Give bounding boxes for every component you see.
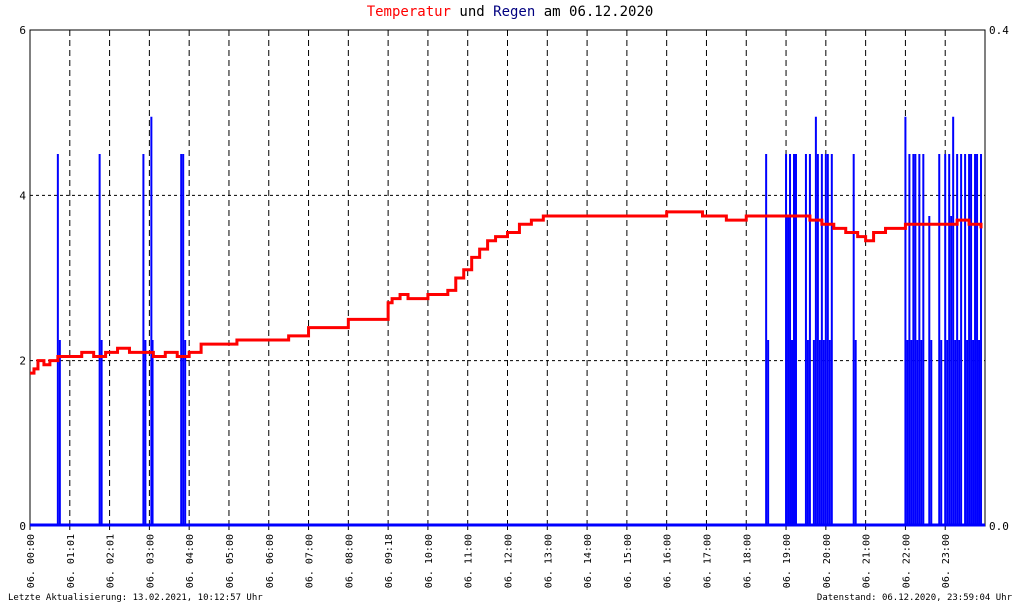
x-tick-label: 06. 00:00: [26, 534, 37, 588]
x-tick-label: 06. 17:00: [702, 534, 713, 588]
x-tick-label: 06. 18:00: [742, 534, 753, 588]
x-tick-label: 06. 02:01: [106, 534, 117, 588]
y-right-tick-label: 0.0: [989, 520, 1009, 533]
x-tick-label: 06. 04:00: [185, 534, 196, 588]
x-tick-label: 06. 23:00: [941, 534, 952, 588]
title-date: am 06.12.2020: [535, 4, 654, 20]
x-tick-label: 06. 13:00: [543, 534, 554, 588]
x-tick-label: 06. 12:00: [504, 534, 515, 588]
y-left-tick-label: 0: [19, 520, 26, 533]
x-tick-label: 06. 03:00: [145, 534, 156, 588]
x-tick-label: 06. 05:00: [225, 534, 236, 588]
x-tick-label: 06. 06:00: [265, 534, 276, 588]
footer-last-update: Letzte Aktualisierung: 13.02.2021, 10:12…: [8, 593, 263, 603]
y-left-tick-label: 4: [19, 189, 26, 202]
x-tick-label: 06. 11:00: [464, 534, 475, 588]
temperature-line: [30, 210, 983, 375]
x-tick-label: 06. 14:00: [583, 534, 594, 588]
x-tick-label: 06. 10:00: [424, 534, 435, 588]
x-tick-label: 06. 20:00: [822, 534, 833, 588]
x-tick-label: 06. 16:00: [663, 534, 674, 588]
x-tick-label: 06. 08:00: [344, 534, 355, 588]
x-tick-label: 06. 01:01: [66, 534, 77, 588]
x-tick-label: 06. 15:00: [623, 534, 634, 588]
title-regen: Regen: [493, 4, 536, 20]
x-tick-label: 06. 07:00: [305, 534, 316, 588]
y-left-tick-label: 2: [19, 355, 26, 368]
y-left-tick-label: 6: [19, 24, 26, 37]
x-tick-label: 06. 22:00: [901, 534, 912, 588]
title-und: und: [450, 4, 494, 20]
x-tick-label: 06. 19:00: [782, 534, 793, 588]
y-right-tick-label: 0.4: [989, 24, 1009, 37]
title-temperatur: Temperatur: [366, 4, 451, 20]
x-tick-label: 06. 09:18: [384, 534, 395, 588]
footer-data-status: Datenstand: 06.12.2020, 23:59:04 Uhr: [816, 593, 1012, 603]
x-tick-label: 06. 21:00: [862, 534, 873, 588]
chart-title: Temperatur und Regen am 06.12.2020: [0, 4, 1020, 20]
